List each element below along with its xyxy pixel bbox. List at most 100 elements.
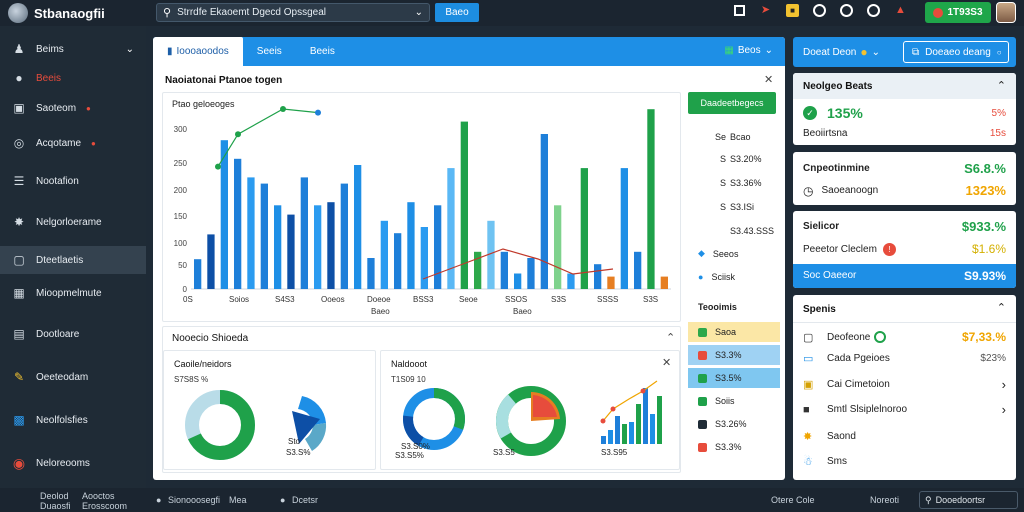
chart-bar[interactable] — [207, 234, 215, 289]
chart-bar[interactable] — [634, 251, 642, 289]
series-point[interactable] — [215, 163, 221, 170]
tab-menu[interactable]: ▦ Beos ⌄ — [724, 45, 773, 56]
chevron-up-icon[interactable]: ⌃ — [666, 332, 676, 344]
footer-text[interactable]: Noreoti — [870, 495, 900, 505]
footer-text[interactable]: Otere Cole — [771, 495, 815, 505]
close-icon[interactable]: ✕ — [764, 74, 774, 86]
spending-row[interactable]: ✸ Saond — [803, 430, 1006, 443]
chart-bar[interactable] — [287, 214, 295, 289]
legend-label: S3.26% — [715, 419, 747, 429]
sidebar-item-1[interactable]: ● Beeis — [0, 64, 146, 92]
legend-item[interactable]: S3.3% — [688, 345, 780, 365]
chart-bar[interactable] — [460, 121, 468, 289]
chart-bar[interactable] — [274, 205, 282, 289]
legend-item[interactable]: Saoa — [688, 322, 780, 342]
sidebar-item-10[interactable]: ▩ Neolfolsfies — [0, 406, 146, 434]
chart-bar[interactable] — [367, 258, 375, 289]
chart-bar[interactable] — [487, 220, 495, 289]
highlight-bar[interactable]: Soc Oaeeor S9.93% — [793, 264, 1016, 288]
chart-bar[interactable] — [420, 227, 428, 289]
sidebar-item-3[interactable]: ◎ Acqotame ● — [0, 129, 146, 157]
sidebar-item-0[interactable]: ♟ Beims ⌄ — [0, 35, 146, 63]
legend-item[interactable]: S3.3% — [688, 437, 780, 457]
right-select-button[interactable]: ⧉ Doeaeo deang ○ — [903, 41, 1009, 63]
footer-text[interactable]: Mea — [229, 495, 247, 505]
series-point[interactable] — [280, 106, 286, 112]
chart-bar[interactable] — [247, 177, 255, 289]
chevron-right-icon[interactable]: › — [1001, 402, 1006, 417]
chart-bar[interactable] — [260, 183, 268, 289]
chart-bar[interactable] — [194, 259, 202, 289]
compass-icon[interactable] — [840, 4, 853, 17]
clock-icon[interactable] — [813, 4, 826, 17]
legend-item[interactable]: S3.5% — [688, 368, 780, 388]
chart-bar[interactable] — [407, 202, 415, 289]
chart-bar[interactable] — [380, 220, 388, 289]
chart-bar[interactable] — [514, 273, 522, 290]
alert-icon[interactable]: ▲ — [895, 4, 906, 16]
spending-row[interactable]: ▭ Cada Pgeioes $23% — [803, 352, 1006, 365]
legend-item[interactable]: S3.26% — [688, 414, 780, 434]
chart-bar[interactable] — [474, 251, 482, 289]
app-logo[interactable]: Stbanaogfii — [0, 3, 150, 23]
chart-bar[interactable] — [394, 233, 402, 289]
sidebar-item-5[interactable]: ✸ Nelgorloerame — [0, 208, 146, 236]
chart-bar[interactable] — [540, 134, 548, 289]
chart-bar[interactable] — [567, 273, 575, 290]
chart-bar[interactable] — [354, 165, 362, 289]
tab-1[interactable]: Seeis — [256, 46, 282, 57]
sidebar-item-2[interactable]: ▣ Saoteom ● — [0, 94, 146, 122]
chart-bar[interactable] — [340, 183, 348, 289]
tab-2[interactable]: Beeis — [309, 46, 335, 57]
status-badge[interactable]: 1T93S3 — [925, 2, 991, 23]
search-input[interactable]: ⚲ Strrdfe Ekaoemt Dgecd Opssgeal ⌄ — [156, 3, 430, 22]
series-point[interactable] — [315, 109, 321, 116]
legend-item[interactable]: Soiis — [688, 391, 780, 411]
rocket-icon[interactable]: ➤ — [760, 4, 771, 16]
chevron-up-icon[interactable]: ⌃ — [996, 80, 1006, 92]
window-icon[interactable] — [734, 5, 745, 16]
close-icon[interactable]: ✕ — [662, 357, 672, 369]
search-button[interactable]: Baeo — [435, 3, 479, 22]
spending-row[interactable]: ▢ Deofeone $7,33.% — [803, 330, 1006, 344]
footer-text[interactable]: Sionooosegfi — [168, 495, 221, 505]
sidebar-item-11[interactable]: ◉ Neloreooms — [0, 449, 146, 477]
spending-row[interactable]: ☃ Sms — [803, 455, 1006, 468]
sidebar-item-8[interactable]: ▤ Dootloare — [0, 320, 146, 348]
footer-text[interactable]: Dcetsr — [292, 495, 319, 505]
chart-bar[interactable] — [314, 205, 322, 289]
chart-bar[interactable] — [620, 168, 628, 289]
right-menu-button[interactable]: Doeat Deon ● ⌄ — [803, 45, 880, 59]
folder-icon[interactable]: ■ — [786, 4, 799, 17]
sidebar-item-9[interactable]: ✎ Oeeteodam — [0, 363, 146, 391]
tab-0[interactable]: ▮ Ioooaoodos — [153, 37, 243, 66]
footer-search-input[interactable]: ⚲ Dooedoortsr — [919, 491, 1018, 509]
chart-bar[interactable] — [580, 168, 588, 289]
chart-bar[interactable] — [220, 140, 228, 289]
series-point[interactable] — [235, 131, 241, 138]
sidebar-item-7[interactable]: ▦ Mioopmelmute — [0, 279, 146, 307]
sidebar-item-6[interactable]: ▢ Dteetlaetis — [0, 246, 146, 274]
info-icon[interactable] — [867, 4, 880, 17]
chart-bar[interactable] — [607, 276, 615, 289]
chart-bar[interactable] — [554, 205, 562, 289]
chevron-right-icon[interactable]: › — [1001, 377, 1006, 392]
spending-row[interactable]: ■ Smtl Slsiplelnoroo › — [803, 402, 1006, 417]
chart-bar[interactable] — [500, 251, 508, 289]
chart-bar[interactable] — [300, 177, 308, 289]
avatar[interactable] — [996, 2, 1016, 23]
chart-bar[interactable] — [527, 258, 535, 289]
spending-row[interactable]: ▣ Cai Cimetoion › — [803, 377, 1006, 392]
bar-chart-card: Ptao geloeoges 0 50 100 150 200 250 300 0S Soios… — [162, 92, 681, 322]
chart-bar[interactable] — [647, 109, 655, 289]
sidebar-item-4[interactable]: ☰ Nootafion — [0, 167, 146, 195]
chart-bar[interactable] — [447, 168, 455, 289]
details-button[interactable]: Daadeetbegecs — [688, 92, 776, 114]
chart-bar[interactable] — [594, 264, 602, 289]
chevron-up-icon[interactable]: ⌃ — [996, 302, 1006, 314]
chevron-down-icon[interactable]: ⌄ — [414, 7, 423, 18]
chart-bar[interactable] — [434, 205, 442, 289]
chart-bar[interactable] — [327, 202, 335, 289]
chart-bar[interactable] — [660, 276, 668, 289]
chart-bar[interactable] — [234, 158, 242, 289]
